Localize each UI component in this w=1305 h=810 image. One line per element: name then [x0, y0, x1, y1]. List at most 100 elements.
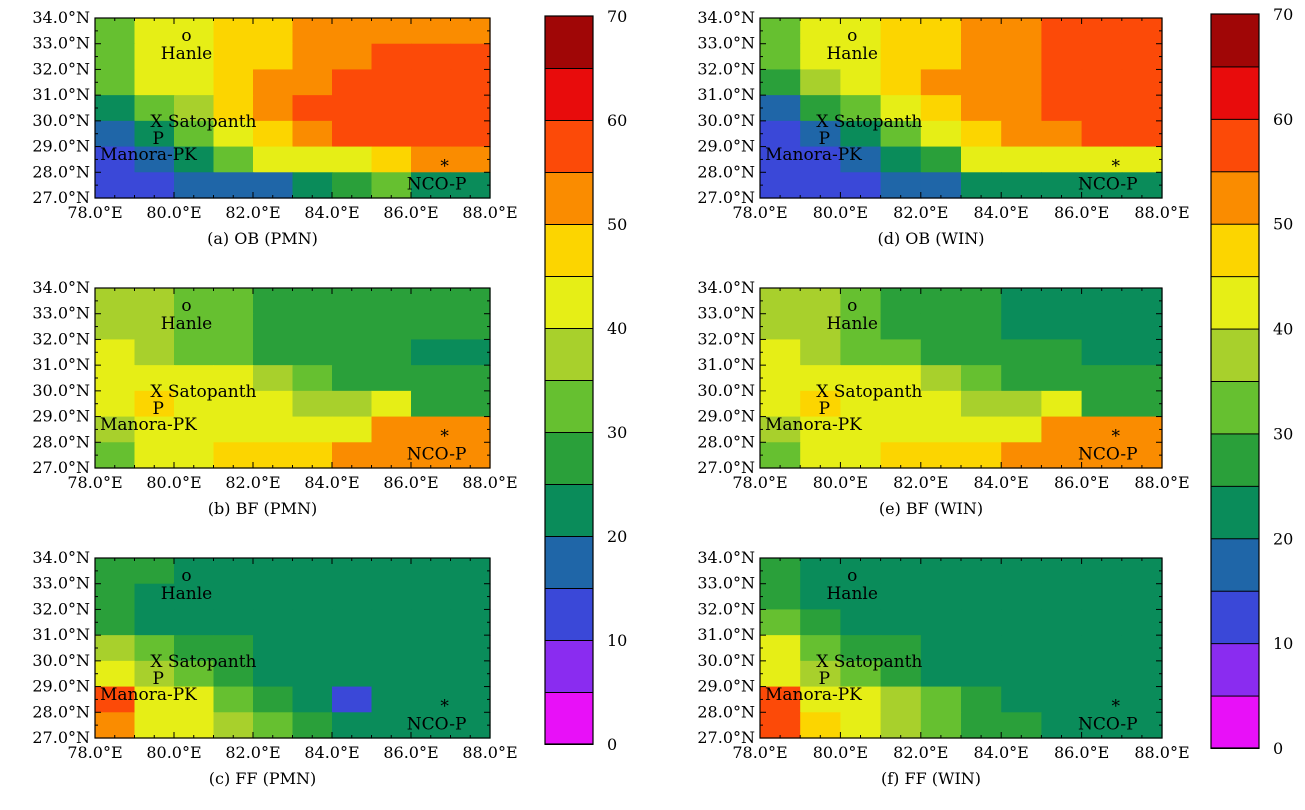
- heatmap-cell: [800, 339, 841, 366]
- x-tick-label: 88.0°E: [1134, 203, 1189, 222]
- heatmap-cell: [371, 120, 412, 148]
- heatmap-cell: [1081, 339, 1123, 366]
- heatmap-cell: [800, 712, 841, 739]
- heatmap-cell: [134, 172, 175, 199]
- heatmap-cell: [134, 442, 175, 469]
- heatmap-cell: [292, 288, 333, 315]
- heatmap-cell: [1121, 365, 1163, 392]
- heatmap-cell: [920, 558, 962, 585]
- y-tick-label: 32.0°N: [32, 329, 90, 348]
- heatmap-cell: [840, 416, 882, 443]
- heatmap-cell: [961, 365, 1002, 392]
- heatmap-cell: [253, 120, 294, 148]
- colorbar-swatch: [544, 275, 594, 329]
- heatmap-cell: [411, 583, 452, 611]
- heatmap-cell: [920, 416, 962, 443]
- heatmap-cell: [1121, 442, 1163, 469]
- map-panel-2: 78.0°E 80.0°E 82.0°E 84.0°E 86.0°E 88.0°E 34.0…: [697, 8, 1189, 248]
- heatmap-grid: [95, 18, 491, 199]
- heatmap-cell: [1001, 390, 1042, 418]
- heatmap-cell: [840, 313, 882, 341]
- heatmap-cell: [292, 686, 333, 713]
- colorbar-swatch: [544, 691, 594, 745]
- heatmap-cell: [880, 313, 922, 341]
- heatmap-cell: [1001, 172, 1042, 199]
- heatmap-cell: [800, 313, 841, 341]
- heatmap-cell: [1041, 390, 1083, 418]
- heatmap-cell: [292, 558, 333, 585]
- heatmap-cell: [880, 416, 922, 443]
- x-tick-label: 80.0°E: [813, 203, 868, 222]
- heatmap-cell: [213, 686, 254, 713]
- heatmap-cell: [213, 313, 254, 341]
- x-tick-label: 88.0°E: [462, 203, 517, 222]
- heatmap-cell: [1081, 712, 1123, 739]
- site-label: NCO-P: [1078, 445, 1138, 465]
- heatmap-cell: [880, 95, 922, 122]
- site-marker: o: [847, 26, 857, 46]
- heatmap-cell: [1121, 583, 1163, 611]
- x-tick-label: 86.0°E: [383, 203, 438, 222]
- site-marker: X Satopanth: [816, 112, 922, 132]
- heatmap-cell: [371, 339, 412, 366]
- heatmap-cell: [292, 365, 333, 392]
- heatmap-cell: [292, 635, 333, 662]
- heatmap-cell: [1001, 95, 1042, 122]
- x-tick-label: 78.0°E: [732, 743, 787, 762]
- heatmap-cell: [760, 172, 801, 199]
- heatmap-cell: [450, 313, 491, 341]
- heatmap-cell: [174, 712, 215, 739]
- site-nco-p: *NCO-P: [407, 157, 467, 195]
- heatmap-cell: [174, 146, 215, 173]
- x-tick-label: 82.0°E: [893, 203, 948, 222]
- heatmap-cell: [134, 339, 175, 366]
- heatmap-cell: [134, 365, 175, 392]
- site-marker: P: [819, 399, 830, 419]
- colorbar-tick-label: 50: [607, 215, 627, 234]
- heatmap-cell: [174, 172, 215, 199]
- heatmap-cell: [1041, 120, 1083, 148]
- heatmap-cell: [213, 18, 254, 45]
- site-marker: o: [847, 566, 857, 586]
- heatmap-cell: [174, 558, 215, 585]
- heatmap-cell: [961, 313, 1002, 341]
- heatmap-cell: [371, 712, 412, 739]
- heatmap-cell: [800, 120, 841, 148]
- heatmap-cell: [840, 583, 882, 611]
- heatmap-cell: [253, 18, 294, 45]
- heatmap-cell: [1081, 313, 1123, 341]
- heatmap-cell: [371, 313, 412, 341]
- heatmap-cell: [174, 43, 215, 71]
- heatmap-cell: [371, 390, 412, 418]
- heatmap-cell: [1001, 558, 1042, 585]
- heatmap-cell: [800, 609, 841, 636]
- heatmap-cell: [411, 365, 452, 392]
- site-nco-p: *NCO-P: [1078, 697, 1138, 735]
- x-tick-label: 86.0°E: [1054, 743, 1109, 762]
- heatmap-cell: [371, 583, 412, 611]
- heatmap-cell: [920, 712, 962, 739]
- heatmap-cell: [840, 69, 882, 96]
- site-nco-p: *NCO-P: [1078, 427, 1138, 465]
- heatmap-cell: [920, 365, 962, 392]
- heatmap-cell: [920, 172, 962, 199]
- heatmap-cell: [253, 69, 294, 96]
- site-marker: P: [153, 669, 164, 689]
- site-satopanth: X Satopanth: [816, 112, 922, 132]
- heatmap-cell: [292, 95, 333, 122]
- heatmap-cell: [371, 558, 412, 585]
- heatmap-cell: [961, 686, 1002, 713]
- heatmap-cell: [961, 609, 1002, 636]
- heatmap-cell: [134, 635, 175, 662]
- heatmap-cell: [800, 146, 841, 173]
- heatmap-cell: [1001, 635, 1042, 662]
- heatmap-cell: [332, 146, 373, 173]
- heatmap-cell: [1041, 609, 1083, 636]
- colorbar-swatch: [1210, 118, 1260, 173]
- colorbar-tick-label: 40: [1273, 320, 1293, 339]
- y-tick-label: 27.0°N: [32, 458, 90, 477]
- colorbar-tick-label: 0: [1273, 739, 1283, 758]
- heatmap-cell: [920, 583, 962, 611]
- y-tick-label: 33.0°N: [697, 574, 755, 593]
